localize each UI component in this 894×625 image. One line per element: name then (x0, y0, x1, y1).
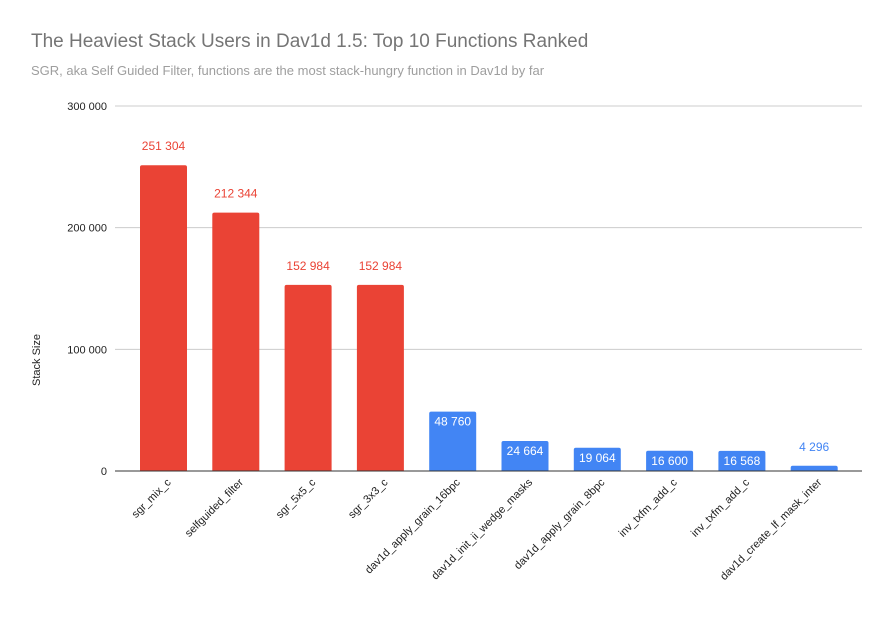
bar[interactable] (501, 440, 549, 471)
bar-value-label: 16 600 (651, 454, 688, 468)
y-tick-label: 0 (101, 466, 107, 478)
bar[interactable] (356, 284, 404, 471)
bar[interactable] (573, 447, 621, 471)
bar-value-label: 4 296 (799, 440, 829, 454)
x-tick-label: selfguided_filter (183, 476, 246, 539)
bar-value-label: 152 984 (286, 259, 330, 273)
bar[interactable] (429, 411, 477, 471)
chart-title: The Heaviest Stack Users in Dav1d 1.5: T… (31, 31, 589, 52)
y-tick-label: 200 000 (67, 223, 107, 235)
x-tick-label: inv_txfm_add_c (617, 476, 680, 539)
x-tick-label: sgr_5x5_c (274, 476, 319, 521)
bar[interactable] (284, 284, 332, 471)
bar[interactable] (646, 450, 694, 471)
y-axis-ticks: 0 100 000 200 000 300 000 (67, 101, 107, 478)
x-tick-label: sgr_mix_c (130, 476, 174, 520)
bar-value-label: 19 064 (579, 451, 616, 465)
bar-value-label: 24 664 (507, 444, 544, 458)
bar[interactable] (718, 450, 766, 471)
bar[interactable] (212, 212, 260, 471)
bar-value-label: 48 760 (434, 415, 471, 429)
bar-value-label: 152 984 (359, 259, 403, 273)
x-tick-label: sgr_3x3_c (346, 476, 391, 521)
x-axis-ticks: sgr_mix_c selfguided_filter sgr_5x5_c sgr_3… (130, 476, 825, 583)
y-tick-label: 300 000 (67, 101, 107, 113)
bar-value-label: 212 344 (214, 187, 258, 201)
bar-value-label: 251 304 (142, 139, 186, 153)
bars (140, 165, 838, 471)
bar-value-label: 16 568 (724, 454, 761, 468)
bar[interactable] (790, 465, 838, 471)
value-labels: 251 304 212 344 152 984 152 984 48 760 24 664… (142, 139, 830, 468)
x-tick-label: inv_txfm_add_c (689, 476, 752, 539)
chart-subtitle: SGR, aka Self Guided Filter, functions a… (31, 63, 545, 78)
bar[interactable] (140, 165, 187, 471)
y-tick-label: 100 000 (67, 344, 107, 356)
